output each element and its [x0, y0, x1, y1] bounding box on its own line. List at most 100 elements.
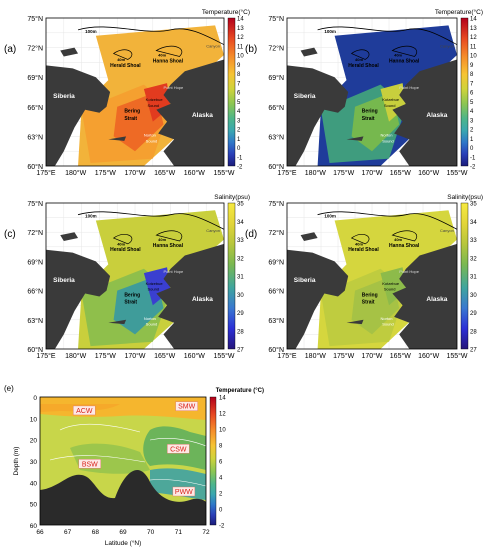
water-mass-box [73, 405, 96, 416]
land-siberia [46, 65, 111, 166]
contour-herald [350, 234, 370, 245]
lat-tick-label: 66°N [268, 104, 284, 112]
label-point-hope: Point Hope [399, 85, 420, 90]
section-x-tick: 72 [202, 529, 210, 536]
colorbar-tick-label: 29 [470, 311, 477, 317]
lat-tick-label: 72°N [27, 45, 43, 53]
lat-tick-label: 66°N [27, 104, 43, 112]
lon-tick-label: 170°W [124, 352, 145, 360]
label-strait: Strait [362, 116, 375, 122]
land-island [346, 319, 364, 325]
panel-label-c: (c) [4, 229, 16, 240]
lon-tick-label: 160°W [418, 169, 439, 177]
label-40m: 40m [158, 52, 166, 57]
colorbar-tick-label: 6 [470, 91, 474, 97]
label-sound: Sound [147, 103, 159, 108]
section-colorbar-tick: 8 [219, 444, 223, 450]
water-mass-box [172, 486, 196, 497]
panel-label-d: (d) [245, 229, 257, 240]
panel-label-b: (b) [245, 44, 257, 55]
label-canyon: Canyon [440, 44, 454, 49]
lat-tick-label: 75°N [27, 200, 43, 208]
colorbar-title-a: Temperature(°C) [202, 8, 250, 16]
colorbar-tick-label: 9 [470, 63, 474, 69]
section-colorbar [209, 396, 217, 526]
lat-tick-label: 75°N [268, 200, 284, 208]
panel-label-a: (a) [4, 44, 16, 55]
section-y-tick: 50 [30, 502, 38, 509]
water-mass-pww: PWW [175, 489, 193, 496]
colorbar-tick-label: 7 [470, 81, 474, 87]
colorbar-tick-label: 32 [237, 256, 244, 262]
colorbar-tick-label: 11 [237, 44, 244, 50]
lat-tick-label: 60°N [27, 346, 43, 354]
land-alaska [392, 59, 457, 166]
label-norton-sound: Sound [382, 138, 394, 143]
lat-tick-label: 66°N [27, 288, 43, 296]
section-y-tick: 30 [30, 459, 38, 466]
colorbar-tick-label: 31 [237, 275, 244, 281]
contour-100m [77, 26, 224, 45]
lat-tick-label: 72°N [268, 45, 284, 53]
lon-tick-label: 160°W [184, 352, 205, 360]
section-ylabel: Depth (m) [13, 447, 20, 476]
colorbar-tick-label: 28 [470, 329, 477, 335]
water-mass-smw: SMW [178, 404, 196, 411]
water-mass-bsw: BSW [82, 461, 98, 468]
label-norton-sound: Sound [146, 322, 158, 327]
label-alaska: Alaska [192, 112, 213, 119]
lon-tick-label: 165°W [154, 352, 175, 360]
colorbar-b [460, 17, 469, 167]
colorbar-tick-label: 10 [237, 54, 244, 60]
land-island [300, 47, 318, 57]
label-hanna-shoal: Hanna Shoal [389, 243, 420, 249]
contour-hanna [155, 230, 182, 242]
lon-tick-label: 155°W [213, 169, 234, 177]
colorbar-tick-label: 14 [470, 17, 477, 23]
section-colorbar-tick: 10 [219, 428, 226, 434]
colorbar-tick-label: 9 [237, 63, 241, 69]
colorbar-tick-label: 35 [237, 202, 244, 208]
label-canyon: Canyon [440, 228, 454, 233]
lat-tick-label: 72°N [268, 229, 284, 237]
colorbar-tick-label: 8 [237, 72, 241, 78]
lon-tick-label: 175°W [95, 169, 116, 177]
section-x-tick: 68 [92, 529, 100, 536]
land-island [108, 136, 127, 141]
lat-tick-label: 75°N [268, 15, 284, 23]
label-norton-sound: Sound [146, 138, 158, 143]
lat-tick-label: 69°N [27, 258, 43, 266]
lon-tick-label: 155°W [446, 169, 467, 177]
colorbar-tick-label: 30 [237, 293, 244, 299]
contour-hanna [391, 45, 417, 57]
lon-tick-label: 170°W [361, 352, 382, 360]
label-herald-shoal: Herald Shoal [110, 63, 141, 69]
land-siberia [287, 65, 349, 166]
colorbar-tick-label: 12 [470, 35, 477, 41]
lon-tick-label: 170°W [361, 169, 382, 177]
label-40m: 40m [394, 52, 402, 57]
colorbar-tick-label: 4 [470, 109, 474, 115]
water-mass-box [175, 401, 198, 411]
section-x-tick: 71 [175, 529, 183, 536]
colorbar-tick-label: 1 [470, 137, 474, 143]
water-mass-box [167, 444, 190, 454]
section-y-tick: 20 [30, 438, 38, 445]
colorbar-tick-label: 2 [470, 128, 474, 134]
lat-tick-label: 63°N [27, 133, 43, 141]
lon-tick-label: 180°W [305, 169, 326, 177]
colorbar-d [460, 202, 469, 350]
label-norton: Norton [381, 316, 393, 321]
land-siberia [287, 249, 349, 349]
lat-tick-label: 69°N [27, 74, 43, 82]
label-bering: Bering [124, 109, 140, 115]
label-sound: Sound [384, 103, 396, 108]
lat-tick-label: 72°N [27, 229, 43, 237]
label-100m: 100m [85, 29, 97, 34]
lat-tick-label: 69°N [268, 74, 284, 82]
lat-tick-label: 63°N [27, 317, 43, 325]
label-kotzebue: Kotzebue [382, 281, 400, 286]
contour-100m [317, 26, 457, 45]
label-norton: Norton [144, 316, 156, 321]
